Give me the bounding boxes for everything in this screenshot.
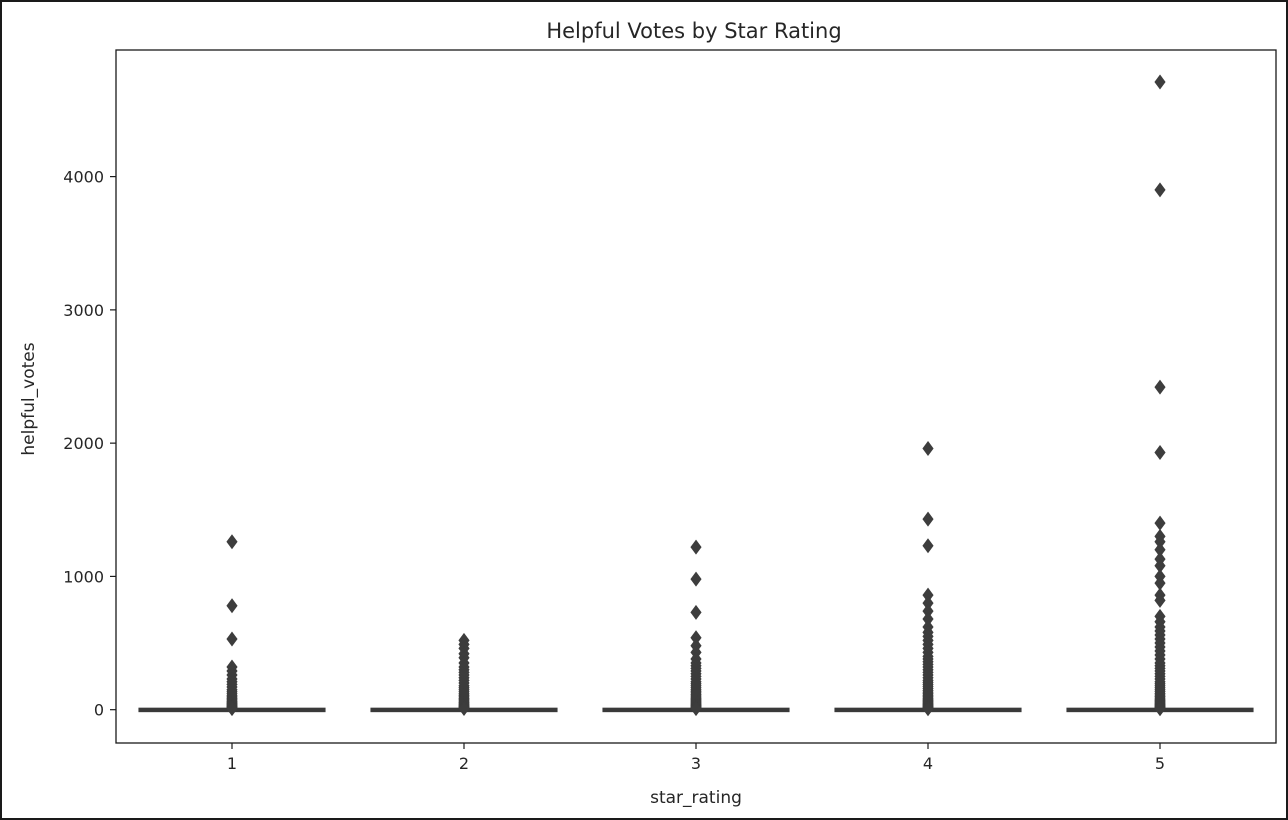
x-tick-label: 3 (691, 754, 701, 773)
outlier-point (226, 701, 238, 717)
outlier-point (690, 604, 702, 620)
outlier-point (1154, 182, 1166, 198)
outlier-point (922, 538, 934, 554)
y-tick-label: 1000 (63, 567, 104, 586)
x-tick-label: 5 (1155, 754, 1165, 773)
x-tick-label: 4 (923, 754, 933, 773)
outlier-point (690, 571, 702, 587)
x-tick-label: 1 (227, 754, 237, 773)
outlier-point (922, 701, 934, 717)
outlier-point (1154, 444, 1166, 460)
outlier-point (1154, 74, 1166, 90)
outlier-point (226, 598, 238, 614)
outlier-point (226, 534, 238, 550)
x-axis-label: star_rating (650, 788, 742, 808)
y-tick-label: 3000 (63, 301, 104, 320)
outlier-point (458, 700, 470, 716)
x-tick-label: 2 (459, 754, 469, 773)
outliers-layer (226, 74, 1166, 717)
outlier-point (922, 440, 934, 456)
y-axis-label: helpful_votes (19, 342, 39, 455)
plot-area (115, 49, 1277, 744)
outlier-point (226, 631, 238, 647)
outlier-point (922, 511, 934, 527)
outlier-point (690, 701, 702, 717)
y-tick-label: 0 (94, 701, 104, 720)
outlier-point (690, 539, 702, 555)
outlier-point (1154, 379, 1166, 395)
outlier-point (1154, 592, 1166, 608)
outlier-point (1154, 701, 1166, 717)
chart-title: Helpful Votes by Star Rating (546, 19, 841, 43)
y-tick-label: 2000 (63, 434, 104, 453)
y-tick-label: 4000 (63, 168, 104, 187)
y-axis-ticks: 0 1000 2000 3000 4000 (63, 168, 116, 720)
x-axis-ticks: 1 2 3 4 5 (227, 743, 1165, 773)
